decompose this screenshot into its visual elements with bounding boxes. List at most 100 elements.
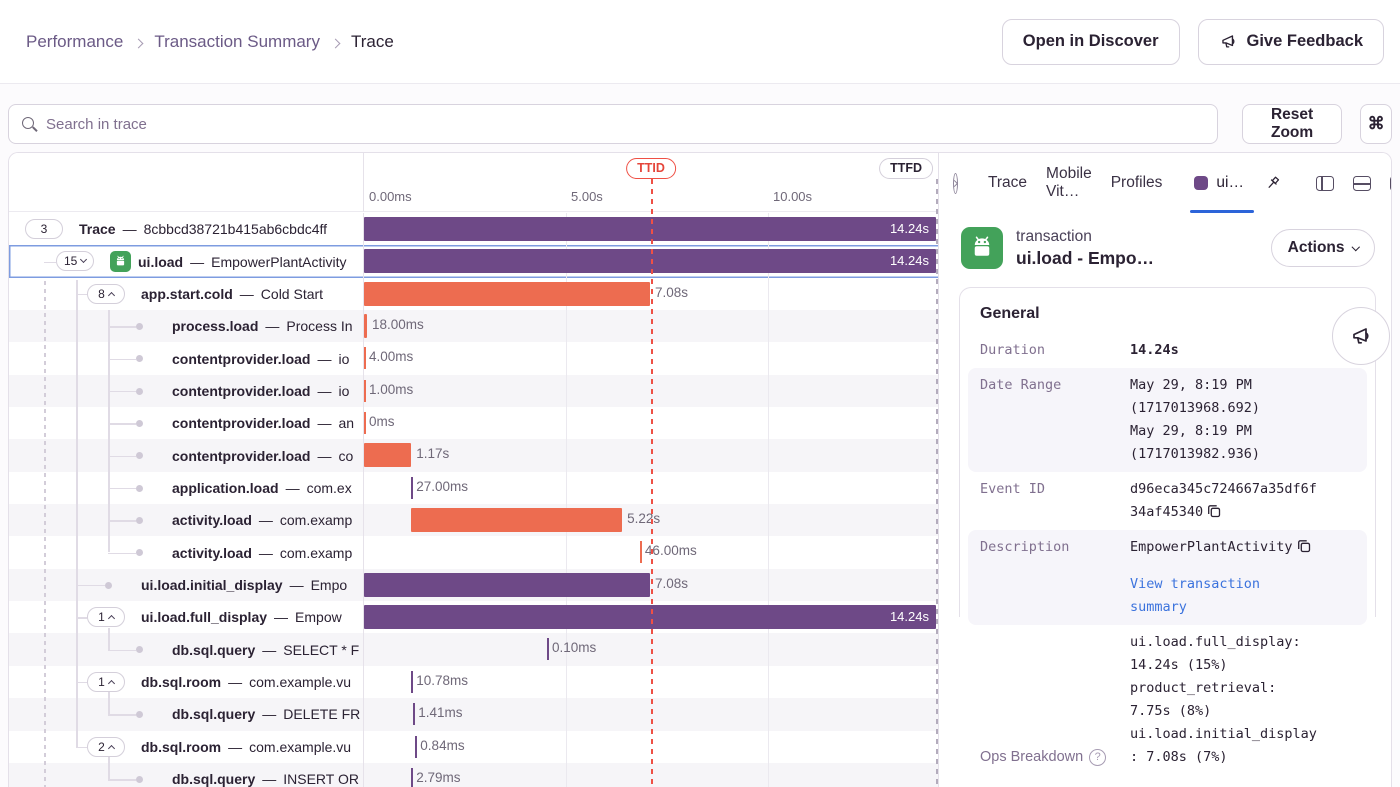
search-input[interactable] — [46, 115, 1205, 133]
span-label: activity.load — com.examp — [172, 512, 353, 529]
field-value: ui.load.full_display: 14.24s (15%) produc… — [1130, 634, 1317, 765]
grid-line — [768, 730, 769, 763]
tab-trace[interactable]: Trace — [988, 174, 1028, 191]
trace-row[interactable]: 3 Trace — 8cbbcd38721b415ab6cbdc4ff 14.24s — [9, 213, 938, 246]
row-track-cell: 4.00ms — [364, 342, 938, 375]
ttfd-badge[interactable]: TTFD — [879, 158, 933, 179]
span-tick[interactable] — [364, 412, 366, 435]
collapse-drawer-icon[interactable] — [950, 172, 959, 194]
help-icon[interactable]: ? — [1089, 749, 1107, 766]
span-duration-label: 27.00ms — [416, 478, 469, 494]
row-count-pill[interactable]: 1 — [87, 671, 125, 692]
layout-left-button[interactable] — [1314, 174, 1336, 193]
feedback-fab-button[interactable] — [1332, 307, 1390, 365]
layout-bottom-button[interactable] — [1351, 174, 1373, 193]
trace-row[interactable]: contentprovider.load — co 1.17s — [9, 439, 938, 472]
field-value: May 29, 8:19 PM (1717013968.692) May 29, 8… — [1130, 377, 1261, 462]
tree-connector — [44, 261, 56, 264]
pin-tab-button[interactable] — [1261, 172, 1284, 195]
trace-row[interactable]: contentprovider.load — an 0ms — [9, 407, 938, 440]
tree-guide-line — [108, 756, 110, 779]
breadcrumb-trace: Trace — [350, 31, 394, 51]
trace-row[interactable]: application.load — com.ex 27.00ms — [9, 471, 938, 505]
span-bar[interactable] — [364, 572, 651, 597]
trace-row[interactable]: ui.load.initial_display — Empo 7.08s — [9, 568, 938, 602]
span-tick[interactable] — [415, 735, 418, 758]
open-in-discover-button[interactable]: Open in Discover — [1001, 18, 1180, 65]
row-count-pill[interactable]: 8 — [87, 283, 125, 304]
span-bar[interactable] — [411, 508, 623, 533]
grid-line — [768, 439, 769, 472]
give-feedback-button[interactable]: Give Feedback — [1197, 18, 1384, 65]
span-bar[interactable]: 14.24s — [364, 605, 936, 630]
span-tick[interactable] — [411, 476, 414, 499]
ttid-badge[interactable]: TTID — [626, 158, 676, 179]
grid-line — [768, 633, 769, 666]
tab-span-detail[interactable]: ui… — [1190, 153, 1254, 213]
trace-row[interactable]: contentprovider.load — io 1.00ms — [9, 374, 938, 408]
trace-row[interactable]: activity.load — com.examp 5.22s — [9, 504, 938, 537]
axis-tick-label: 5.00s — [571, 189, 603, 204]
span-tick[interactable] — [411, 767, 414, 787]
trace-row[interactable]: process.load — Process In 18.00ms — [9, 310, 938, 343]
row-track-cell: 46.00ms — [364, 536, 938, 569]
row-count-pill[interactable]: 1 — [87, 607, 125, 628]
tab-profiles[interactable]: Profiles — [1110, 174, 1163, 191]
grid-line — [768, 762, 769, 787]
view-transaction-summary-link[interactable]: View transaction summary — [1130, 576, 1261, 615]
grid-line — [768, 536, 769, 569]
trace-row[interactable]: 15 ui.load — EmpowerPlantActivity 14.24s — [9, 245, 938, 278]
reset-zoom-button[interactable]: Reset Zoom — [1242, 104, 1343, 144]
row-count-pill[interactable]: 2 — [87, 736, 125, 757]
grid-line — [768, 568, 769, 602]
trace-row[interactable]: db.sql.query — SELECT * F 0.10ms — [9, 633, 938, 666]
grid-line — [566, 374, 567, 408]
layout-right-button[interactable] — [1388, 174, 1391, 193]
tab-mobile-vit-[interactable]: Mobile Vit… — [1046, 165, 1092, 200]
trace-row[interactable]: activity.load — com.examp 46.00ms — [9, 536, 938, 569]
span-tick[interactable] — [547, 638, 549, 661]
trace-row[interactable]: 1 db.sql.room — com.example.vu 10.78ms — [9, 665, 938, 699]
span-tick[interactable] — [364, 379, 366, 402]
trace-row[interactable]: db.sql.query — INSERT OR 2.79ms — [9, 762, 938, 787]
span-label: ui.load — EmpowerPlantActivity — [110, 245, 347, 277]
span-label: contentprovider.load — io — [172, 382, 350, 399]
breadcrumb-transaction-summary[interactable]: Transaction Summary — [154, 31, 320, 51]
layout-right-icon — [1389, 175, 1391, 191]
trace-row[interactable]: contentprovider.load — io 4.00ms — [9, 342, 938, 375]
span-bar[interactable]: 14.24s — [364, 249, 936, 274]
trace-row[interactable]: 1 ui.load.full_display — Empow 14.24s — [9, 601, 938, 634]
span-label: db.sql.query — DELETE FR — [172, 706, 361, 723]
trace-row[interactable]: 2 db.sql.room — com.example.vu 0.84ms — [9, 730, 938, 763]
span-label: app.start.cold — Cold Start — [141, 285, 324, 302]
tab-span-detail-label: ui… — [1216, 174, 1244, 191]
trace-row[interactable]: db.sql.query — DELETE FR 1.41ms — [9, 698, 938, 731]
span-dot — [136, 646, 143, 654]
chevron-down-icon — [80, 256, 88, 264]
span-dot — [136, 549, 143, 557]
copy-icon[interactable] — [1203, 504, 1221, 520]
span-bar[interactable]: 14.24s — [364, 217, 936, 241]
span-tick[interactable] — [413, 703, 416, 726]
row-track-cell: 1.00ms — [364, 374, 938, 408]
grid-line — [566, 342, 567, 375]
span-label: activity.load — com.examp — [172, 544, 353, 561]
span-bar[interactable] — [364, 281, 651, 306]
span-bar[interactable] — [364, 314, 367, 339]
trace-row[interactable]: 8 app.start.cold — Cold Start 7.08s — [9, 277, 938, 311]
breadcrumb-performance[interactable]: Performance — [26, 31, 124, 51]
chevron-up-icon — [107, 744, 115, 752]
search-box[interactable] — [8, 104, 1218, 144]
actions-button[interactable]: Actions — [1270, 229, 1375, 267]
copy-icon[interactable] — [1293, 539, 1311, 555]
span-tick[interactable] — [411, 670, 414, 693]
span-dot — [136, 452, 143, 460]
span-tick[interactable] — [639, 541, 642, 564]
grid-line — [566, 762, 567, 787]
shortcut-button[interactable]: ⌘ — [1360, 104, 1392, 144]
span-tick[interactable] — [364, 347, 366, 370]
span-bar[interactable] — [364, 443, 412, 468]
row-count-pill[interactable]: 15 — [56, 251, 95, 272]
row-count-pill[interactable]: 3 — [25, 219, 63, 239]
drawer-tab-bar: Trace Mobile Vit… Profiles ui… — [939, 153, 1391, 213]
